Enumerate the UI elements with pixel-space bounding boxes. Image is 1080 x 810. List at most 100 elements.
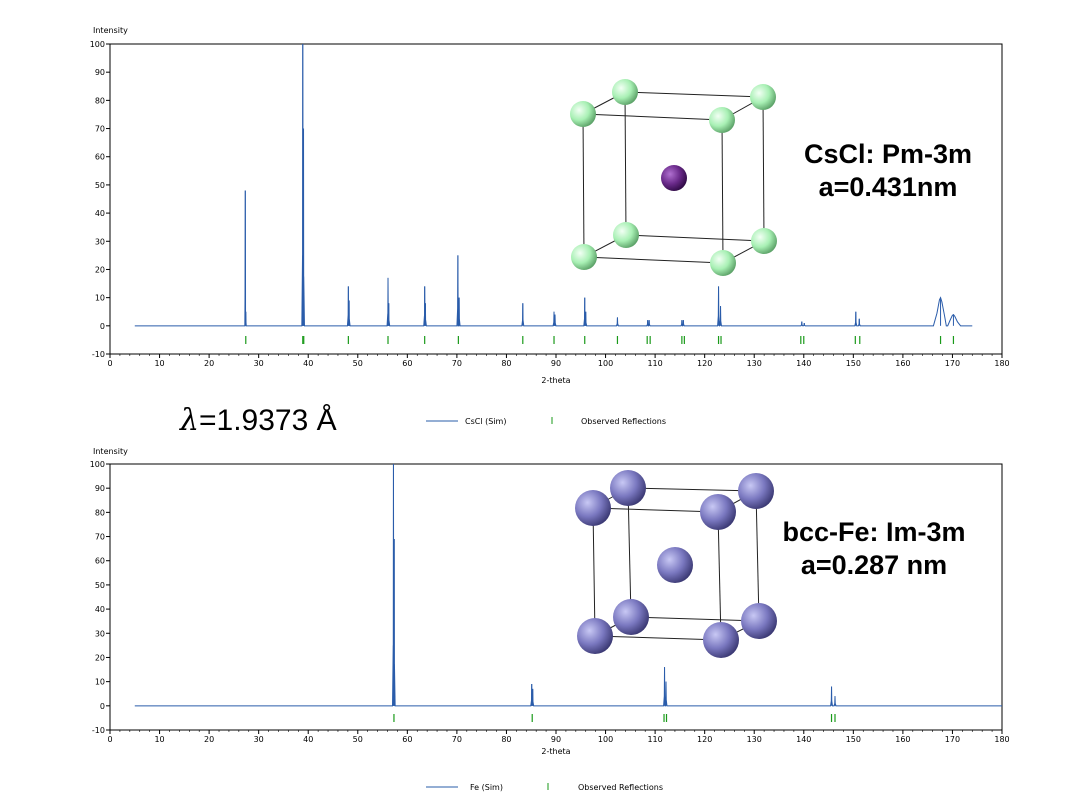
fe-annotation: bcc-Fe: Im-3m a=0.287 nm — [766, 516, 982, 582]
cscl-x-tick-label: 60 — [402, 359, 412, 368]
cscl-y-tick-label: 60 — [95, 153, 105, 162]
fe-x-tick-label: 120 — [697, 735, 712, 744]
cl-atom — [612, 79, 638, 105]
fe-legend: Fe (Sim) Observed Reflections — [426, 783, 663, 792]
cscl-y-tick-label: 80 — [95, 96, 105, 105]
cscl-x-tick-label: 180 — [994, 359, 1009, 368]
cscl-space-group-label: CsCl: Pm-3m — [803, 139, 973, 169]
fe-x-tick-label: 140 — [796, 735, 811, 744]
fe-x-tick-label: 0 — [107, 735, 112, 744]
fe-x-tick-label: 10 — [154, 735, 164, 744]
fe-x-tick-label: 150 — [846, 735, 861, 744]
fe-legend-series-label: Fe (Sim) — [470, 783, 503, 792]
fe-space-group-label: bcc-Fe: Im-3m — [782, 517, 966, 547]
fe-atom — [577, 618, 613, 654]
fe-legend-reflection-label: Observed Reflections — [578, 783, 663, 792]
fe-y-tick-label: 70 — [95, 533, 105, 542]
cl-atom — [751, 228, 777, 254]
fe-x-tick-label: 60 — [402, 735, 412, 744]
fe-x-tick-label: 40 — [303, 735, 313, 744]
fe-atom — [575, 490, 611, 526]
fe-y-tick-label: 0 — [100, 702, 105, 711]
cscl-x-tick-label: 70 — [452, 359, 462, 368]
cl-atom — [709, 107, 735, 133]
fe-y-tick-label: 90 — [95, 484, 105, 493]
fe-x-tick-label: 80 — [501, 735, 511, 744]
cscl-x-tick-label: 0 — [107, 359, 112, 368]
cscl-x-tick-label: 20 — [204, 359, 214, 368]
fe-x-tick-label: 130 — [747, 735, 762, 744]
cscl-x-tick-label: 120 — [697, 359, 712, 368]
cscl-y-tick-label: -10 — [92, 350, 105, 359]
cscl-diffraction-chart: Intensity 2-theta -100102030405060708090… — [90, 26, 1010, 426]
fe-diffraction-chart: Intensity 2-theta -100102030405060708090… — [90, 447, 1010, 792]
fe-y-tick-label: -10 — [92, 726, 105, 735]
cscl-x-tick-label: 50 — [353, 359, 363, 368]
cscl-x-tick-label: 30 — [254, 359, 264, 368]
fe-x-tick-label: 20 — [204, 735, 214, 744]
fe-x-tick-label: 170 — [945, 735, 960, 744]
cscl-legend-reflection-label: Observed Reflections — [581, 417, 666, 426]
cscl-y-tick-label: 50 — [95, 181, 105, 190]
cscl-y-tick-label: 0 — [100, 322, 105, 331]
fe-atom — [703, 622, 739, 658]
cscl-y-tick-label: 40 — [95, 209, 105, 218]
cscl-x-tick-label: 140 — [796, 359, 811, 368]
cscl-x-axis-label: 2-theta — [541, 376, 570, 385]
fe-y-tick-label: 80 — [95, 508, 105, 517]
fe-y-tick-label: 20 — [95, 653, 105, 662]
wavelength-label: λ=1.9373 Å — [180, 403, 337, 438]
fe-y-tick-label: 30 — [95, 629, 105, 638]
fe-x-tick-label: 180 — [994, 735, 1009, 744]
cscl-x-tick-label: 10 — [154, 359, 164, 368]
cscl-y-tick-label: 90 — [95, 68, 105, 77]
fe-plot-frame — [109, 463, 1003, 731]
cscl-lattice-parameter-label: a=0.431nm — [818, 172, 958, 202]
cscl-y-tick-label: 30 — [95, 237, 105, 246]
cscl-x-tick-label: 100 — [598, 359, 613, 368]
fe-atom — [613, 599, 649, 635]
fe-y-tick-label: 60 — [95, 557, 105, 566]
cl-atom — [571, 244, 597, 270]
cscl-legend-series-label: CsCl (Sim) — [465, 417, 506, 426]
cl-atom — [710, 250, 736, 276]
cscl-unit-cell-illustration — [562, 74, 782, 280]
fe-y-tick-label: 10 — [95, 678, 105, 687]
lambda-symbol: λ — [180, 403, 200, 438]
cscl-y-axis-label: Intensity — [93, 26, 128, 35]
fe-x-tick-label: 100 — [598, 735, 613, 744]
fe-atom — [610, 470, 646, 506]
fe-x-tick-label: 30 — [254, 735, 264, 744]
fe-unit-cell-illustration — [570, 470, 784, 664]
cscl-x-tick-label: 160 — [895, 359, 910, 368]
fe-x-tick-label: 110 — [647, 735, 662, 744]
fe-y-tick-label: 40 — [95, 605, 105, 614]
fe-x-axis-label: 2-theta — [541, 747, 570, 756]
cl-atom — [613, 222, 639, 248]
fe-atom — [700, 494, 736, 530]
cscl-y-tick-label: 20 — [95, 265, 105, 274]
fe-lattice-parameter-label: a=0.287 nm — [800, 550, 948, 580]
fe-x-tick-label: 50 — [353, 735, 363, 744]
fe-y-tick-label: 100 — [90, 460, 105, 469]
fe-y-tick-label: 50 — [95, 581, 105, 590]
cscl-legend: CsCl (Sim) Observed Reflections — [426, 417, 666, 426]
fe-y-axis-label: Intensity — [93, 447, 128, 456]
cs-atom — [661, 165, 687, 191]
cscl-x-tick-label: 150 — [846, 359, 861, 368]
fe-atom — [657, 547, 693, 583]
cscl-x-tick-label: 110 — [647, 359, 662, 368]
cscl-x-tick-label: 40 — [303, 359, 313, 368]
cscl-x-tick-label: 170 — [945, 359, 960, 368]
fe-simulated-pattern-line — [134, 463, 1002, 707]
fe-x-tick-label: 90 — [551, 735, 561, 744]
cscl-y-tick-label: 100 — [90, 40, 105, 49]
fe-atom — [738, 473, 774, 509]
cscl-x-tick-label: 90 — [551, 359, 561, 368]
cscl-y-tick-label: 70 — [95, 125, 105, 134]
fe-x-tick-label: 160 — [895, 735, 910, 744]
cscl-x-tick-label: 80 — [501, 359, 511, 368]
cscl-y-tick-label: 10 — [95, 294, 105, 303]
